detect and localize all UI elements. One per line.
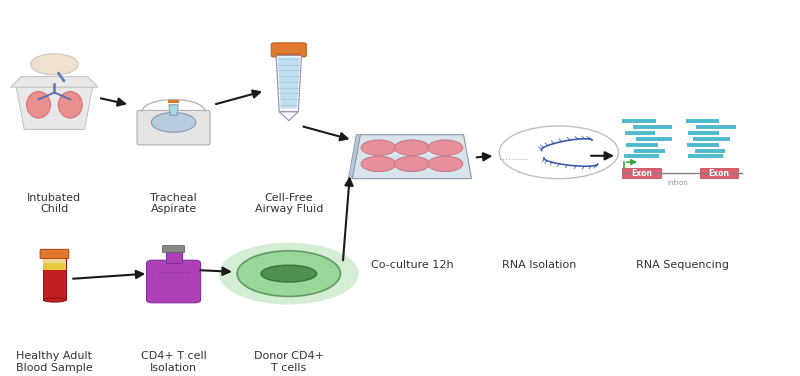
Text: Intubated
Child: Intubated Child: [27, 193, 82, 214]
Text: RNA Isolation: RNA Isolation: [502, 259, 576, 270]
Polygon shape: [514, 156, 525, 163]
Text: Co-culture 12h: Co-culture 12h: [370, 259, 454, 270]
Circle shape: [428, 156, 462, 171]
Circle shape: [30, 54, 78, 75]
Text: Exon: Exon: [708, 169, 729, 178]
Polygon shape: [513, 165, 526, 173]
Circle shape: [361, 140, 396, 155]
Bar: [168, 100, 179, 103]
Bar: [43, 258, 66, 263]
FancyBboxPatch shape: [40, 249, 69, 258]
Text: Exon: Exon: [631, 169, 652, 178]
Text: Cell-Free
Airway Fluid: Cell-Free Airway Fluid: [254, 193, 323, 214]
Polygon shape: [511, 142, 527, 165]
Polygon shape: [10, 77, 98, 87]
FancyBboxPatch shape: [162, 246, 185, 253]
Circle shape: [499, 126, 618, 179]
Text: Tracheal
Aspirate: Tracheal Aspirate: [150, 193, 197, 214]
FancyBboxPatch shape: [146, 260, 201, 303]
Circle shape: [151, 112, 196, 132]
Circle shape: [219, 243, 358, 305]
Text: Healthy Adult
Blood Sample: Healthy Adult Blood Sample: [16, 351, 93, 373]
Ellipse shape: [261, 265, 317, 282]
Circle shape: [394, 156, 430, 171]
Bar: [166, 251, 182, 263]
Ellipse shape: [58, 92, 82, 118]
Text: RNA Sequencing: RNA Sequencing: [635, 259, 729, 270]
Bar: [699, 168, 738, 178]
Bar: [43, 263, 66, 270]
FancyBboxPatch shape: [137, 111, 210, 145]
Ellipse shape: [26, 92, 50, 118]
Polygon shape: [43, 258, 66, 300]
Text: CD4+ T cell
Isolation: CD4+ T cell Isolation: [141, 351, 206, 373]
Text: Donor CD4+
T cells: Donor CD4+ T cells: [254, 351, 324, 373]
Circle shape: [237, 251, 341, 297]
Circle shape: [361, 156, 396, 171]
Polygon shape: [16, 87, 93, 129]
Polygon shape: [276, 56, 302, 112]
Polygon shape: [348, 135, 360, 179]
FancyBboxPatch shape: [271, 43, 306, 57]
Polygon shape: [169, 105, 178, 115]
Text: Intron: Intron: [668, 180, 689, 186]
Circle shape: [394, 140, 430, 155]
Polygon shape: [278, 57, 300, 108]
Bar: [276, 53, 302, 56]
Circle shape: [428, 140, 462, 155]
Polygon shape: [352, 135, 471, 179]
Polygon shape: [279, 112, 298, 121]
Bar: [622, 168, 661, 178]
Ellipse shape: [43, 298, 66, 302]
